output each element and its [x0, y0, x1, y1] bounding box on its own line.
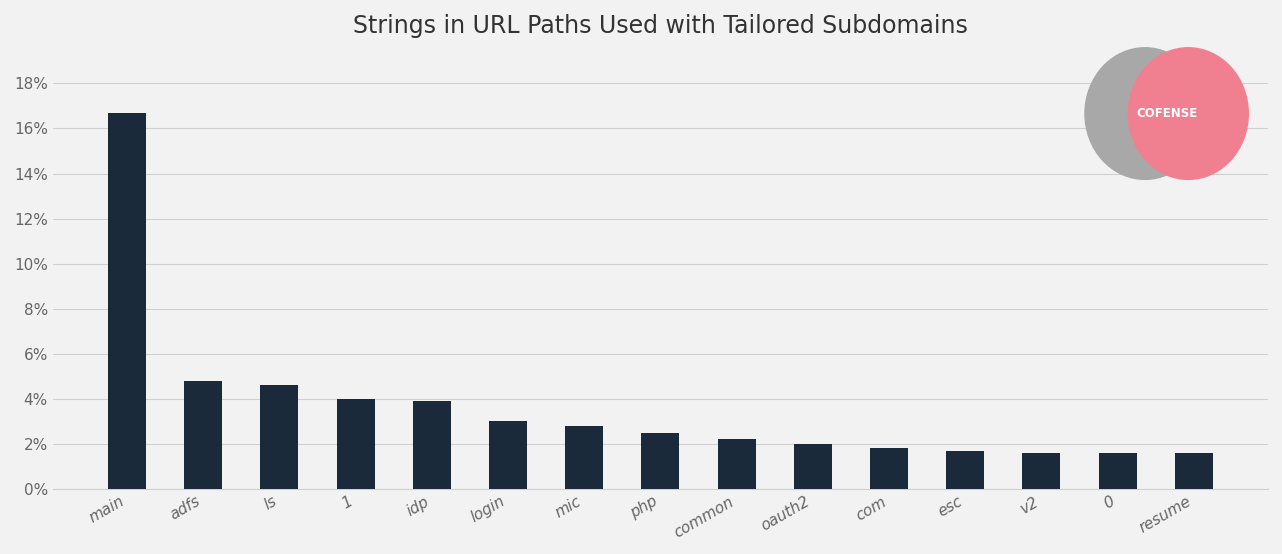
Bar [413, 401, 451, 489]
Bar [1022, 453, 1060, 489]
Bar [488, 422, 527, 489]
Bar [108, 112, 146, 489]
Title: Strings in URL Paths Used with Tailored Subdomains: Strings in URL Paths Used with Tailored … [353, 14, 968, 38]
Bar [794, 444, 832, 489]
Circle shape [1128, 48, 1249, 179]
Circle shape [1085, 48, 1205, 179]
Bar [185, 381, 222, 489]
Bar [565, 426, 604, 489]
Bar [337, 399, 374, 489]
Text: COFENSE: COFENSE [1136, 107, 1197, 120]
Bar [946, 451, 985, 489]
Bar [1099, 453, 1137, 489]
Bar [260, 386, 299, 489]
Bar [718, 439, 755, 489]
Bar [870, 448, 908, 489]
Bar [1174, 453, 1213, 489]
Bar [641, 433, 679, 489]
